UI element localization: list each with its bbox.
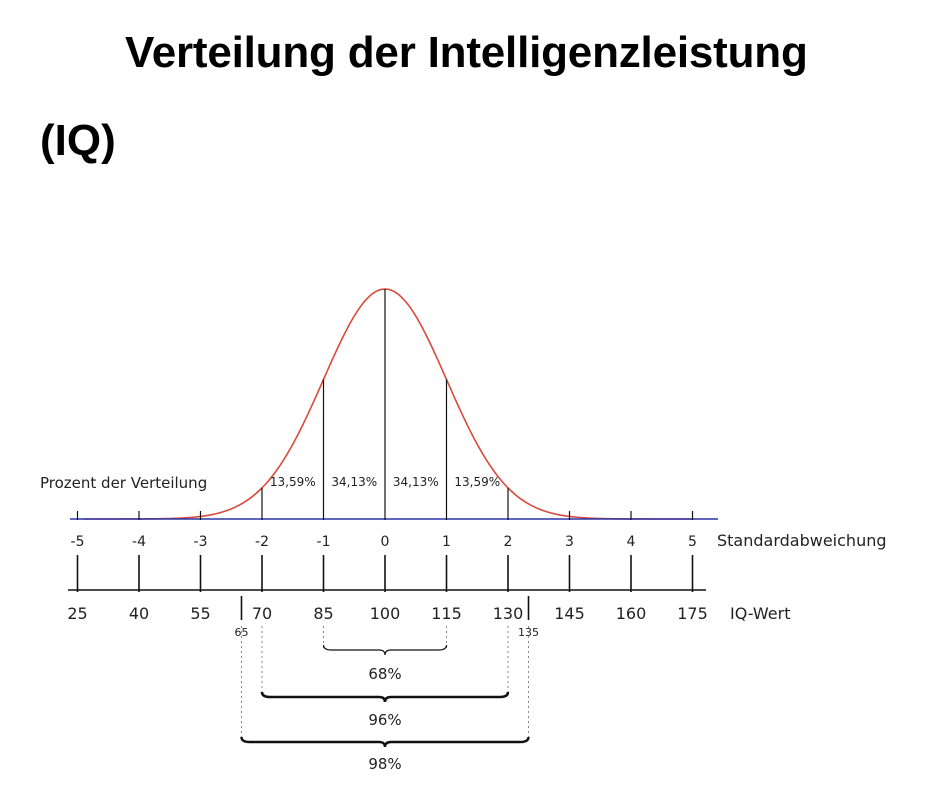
iq-tick-label: 175 <box>677 604 708 623</box>
sd-tick-label: 1 <box>442 534 451 550</box>
iq-tick-label: 25 <box>67 604 87 623</box>
sd-tick-label: 2 <box>504 534 513 550</box>
iq-tick-label: 100 <box>370 604 401 623</box>
percent-distribution-label: Prozent der Verteilung <box>40 474 207 492</box>
title-line-1: Verteilung der Intelligenzleistung <box>125 28 808 77</box>
segment-percent-label: 13,59% <box>270 475 316 489</box>
iq-tick-label: 130 <box>493 604 524 623</box>
iq-tick-label: 85 <box>313 604 333 623</box>
range-percent-label: 68% <box>368 665 401 683</box>
sd-tick-label: 4 <box>627 534 636 550</box>
title-line-2: (IQ) <box>40 116 116 165</box>
range-brace <box>260 691 510 703</box>
segment-percent-label: 34,13% <box>393 475 439 489</box>
sd-tick-label: -4 <box>132 534 146 550</box>
sd-axis-label: Standardabweichung <box>717 531 887 550</box>
range-percent-label: 98% <box>368 755 401 773</box>
segment-percent-label: 34,13% <box>331 475 377 489</box>
sd-tick-label: 5 <box>688 534 697 550</box>
sd-tick-label: 0 <box>381 534 390 550</box>
iq-tick-label: 70 <box>252 604 272 623</box>
range-percent-label: 96% <box>368 711 401 729</box>
sd-tick-label: -3 <box>194 534 208 550</box>
sd-tick-label: 3 <box>565 534 574 550</box>
range-brace <box>240 736 530 748</box>
range-brace <box>322 644 448 656</box>
iq-tick-label: 145 <box>554 604 585 623</box>
segment-percent-label: 13,59% <box>454 475 500 489</box>
sd-tick-label: -5 <box>71 534 85 550</box>
iq-axis-label: IQ-Wert <box>730 604 790 623</box>
sd-tick-label: -2 <box>255 534 269 550</box>
bell-curve <box>83 288 693 520</box>
iq-tick-label: 115 <box>431 604 462 623</box>
sd-tick-label: -1 <box>317 534 331 550</box>
iq-tick-label: 160 <box>616 604 647 623</box>
iq-tick-label: 40 <box>129 604 149 623</box>
iq-tick-label: 55 <box>190 604 210 623</box>
